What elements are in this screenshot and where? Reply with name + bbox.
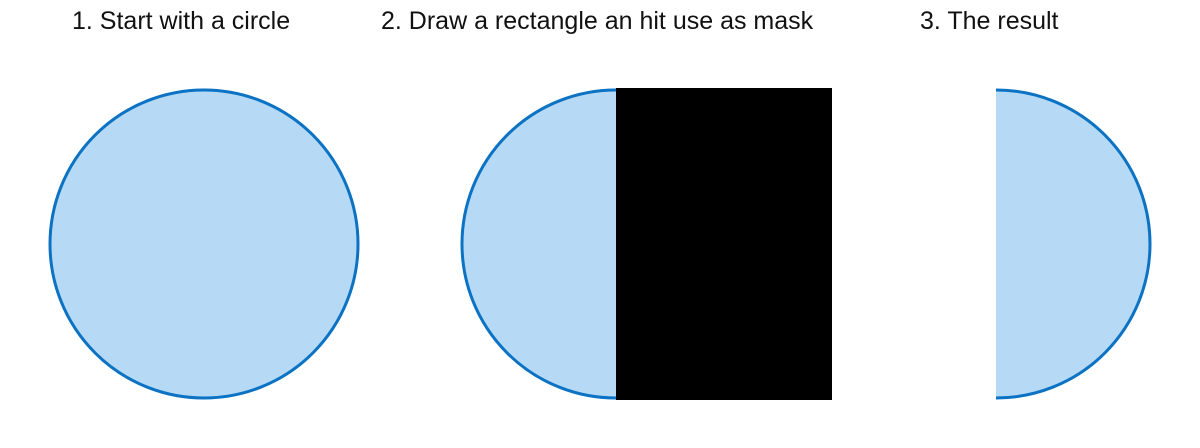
step-1-circle — [48, 88, 360, 400]
step-3-result-fill — [996, 90, 1150, 398]
step-2-label: 2. Draw a rectangle an hit use as mask — [381, 7, 814, 35]
step-1-label: 1. Start with a circle — [72, 7, 291, 35]
step-2-circle-outline — [460, 88, 617, 400]
step-3-result-outline — [995, 88, 1152, 400]
step-2-circle-fill — [462, 90, 616, 398]
step-3-label: 3. The result — [920, 7, 1059, 35]
step-2-mask-rectangle — [616, 88, 832, 400]
